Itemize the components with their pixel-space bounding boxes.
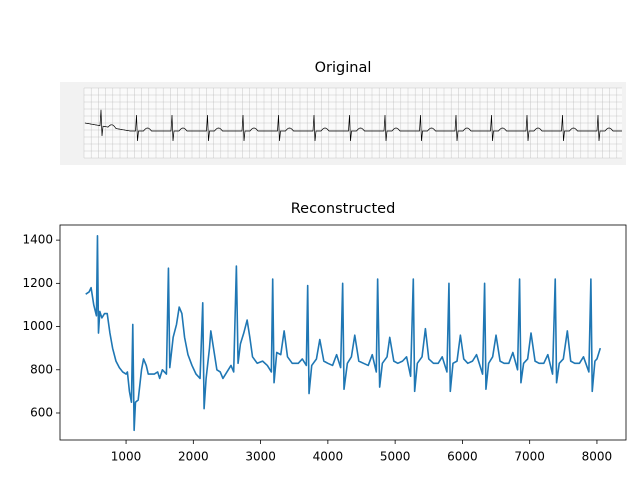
x-tick-label: 4000 [313,450,344,464]
ecg-image-content [83,87,622,159]
x-tick-label: 6000 [447,450,478,464]
y-tick-label: 1000 [22,319,53,333]
panel-title: Original [315,60,372,76]
data-line [85,235,602,432]
y-tick-label: 1200 [22,276,53,290]
chart-title: Reconstructed [291,201,396,217]
x-tick-label: 1000 [111,450,142,464]
y-tick-label: 600 [30,405,53,419]
x-tick-label: 5000 [380,450,411,464]
ecg-trace [84,109,622,142]
x-tick-label: 8000 [582,450,613,464]
plot-frame [59,224,627,441]
x-tick-label: 2000 [178,450,209,464]
x-tick-label: 3000 [245,450,276,464]
y-tick-label: 800 [30,362,53,376]
y-tick-label: 1400 [22,233,53,247]
x-tick-label: 7000 [514,450,545,464]
